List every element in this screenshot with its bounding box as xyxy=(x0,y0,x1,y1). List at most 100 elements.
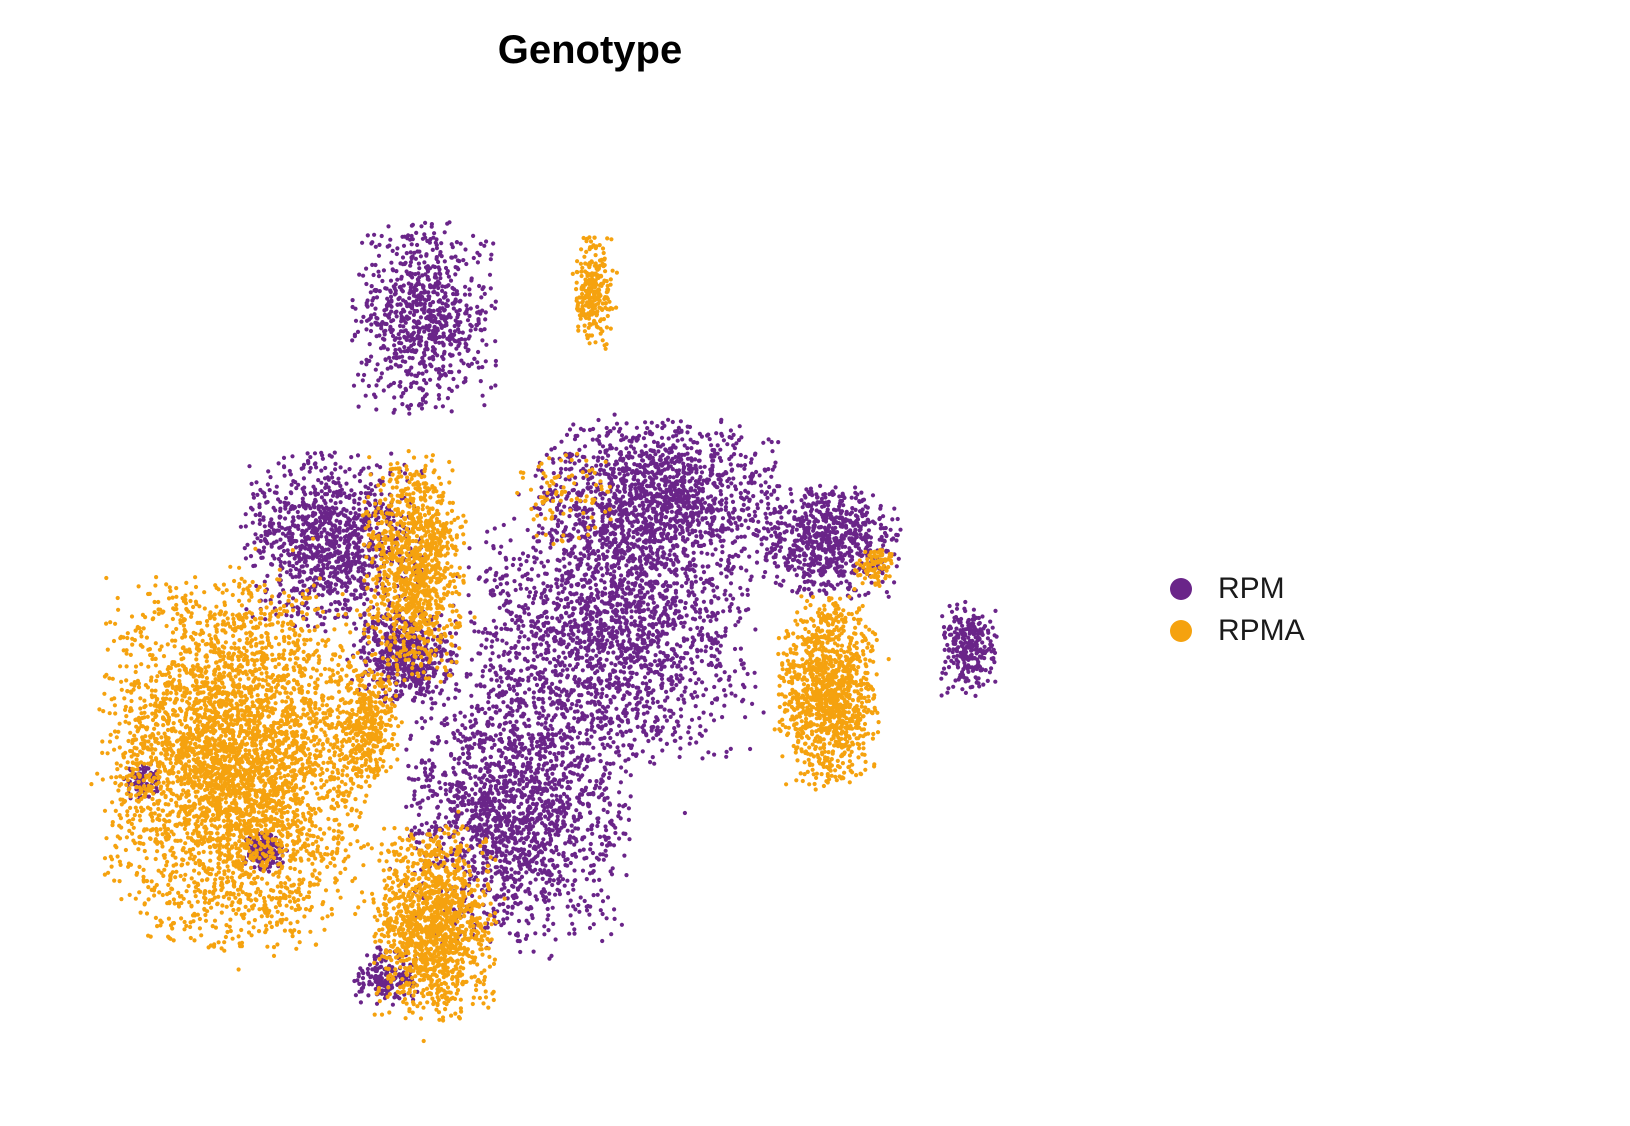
data-point-rpm xyxy=(351,540,356,545)
data-point-rpm xyxy=(751,494,756,499)
data-point-rpm xyxy=(465,307,470,312)
data-point-rpm xyxy=(566,722,571,727)
data-point-rpm xyxy=(429,706,434,711)
data-point-rpm xyxy=(586,648,591,653)
data-point-rpm xyxy=(722,688,727,693)
data-point-rpm xyxy=(408,384,413,389)
data-point-rpm xyxy=(445,396,450,401)
data-point-rpm xyxy=(602,716,607,721)
data-point-rpm xyxy=(449,753,454,758)
data-point-rpm xyxy=(617,810,622,815)
data-point-rpm xyxy=(415,242,420,248)
data-point-rpm xyxy=(531,949,536,954)
data-point-rpm xyxy=(503,555,508,561)
data-point-rpm xyxy=(568,619,573,624)
data-point-rpm xyxy=(538,628,543,633)
data-point-rpm xyxy=(507,658,512,663)
data-point-rpm xyxy=(364,327,369,332)
data-point-rpm xyxy=(435,805,440,810)
data-point-rpm xyxy=(395,277,400,282)
data-point-rpm xyxy=(512,579,517,584)
data-point-rpm xyxy=(535,671,540,676)
data-point-rpm xyxy=(529,839,534,844)
data-point-rpm xyxy=(369,322,374,327)
data-point-rpm xyxy=(539,560,544,565)
data-point-rpm xyxy=(631,587,636,592)
data-point-rpm xyxy=(435,741,440,746)
data-point-rpm xyxy=(514,655,519,660)
data-point-rpm xyxy=(265,541,270,546)
data-point-rpm xyxy=(466,593,471,598)
data-point-rpm xyxy=(357,507,362,512)
data-point-rpm xyxy=(622,676,628,681)
data-point-rpm xyxy=(380,278,385,284)
data-point-rpm xyxy=(550,771,555,776)
data-point-rpm xyxy=(635,707,640,712)
data-point-rpm xyxy=(722,592,727,597)
data-point-rpm xyxy=(373,262,378,268)
data-point-rpm xyxy=(580,655,585,660)
data-point-rpm xyxy=(549,584,554,589)
data-point-rpm xyxy=(396,332,401,337)
data-point-rpm xyxy=(439,241,444,246)
data-point-rpm xyxy=(660,611,666,616)
data-point-rpm xyxy=(607,771,612,776)
data-point-rpm xyxy=(320,571,326,576)
data-point-rpm xyxy=(583,785,589,790)
data-point-rpm xyxy=(492,306,498,311)
data-point-rpm xyxy=(243,512,248,517)
data-point-rpm xyxy=(599,664,604,670)
data-point-rpm xyxy=(740,682,746,687)
data-point-rpm xyxy=(388,359,393,364)
data-point-rpm xyxy=(668,714,673,720)
data-point-rpm xyxy=(511,556,516,562)
data-point-rpm xyxy=(567,561,572,566)
data-point-rpm xyxy=(701,599,707,604)
data-point-rpm xyxy=(347,608,352,613)
data-point-rpm xyxy=(535,654,540,659)
data-point-rpm xyxy=(679,714,684,719)
data-point-rpm xyxy=(501,921,506,926)
data-point-rpm xyxy=(482,291,487,296)
data-point-rpm xyxy=(641,616,646,621)
data-point-rpm xyxy=(631,601,636,606)
data-point-rpm xyxy=(728,581,734,586)
data-point-rpm xyxy=(516,698,521,703)
data-point-rpm xyxy=(608,735,613,741)
data-point-rpm xyxy=(326,512,331,517)
data-point-rpm xyxy=(528,880,533,885)
data-point-rpm xyxy=(670,664,675,669)
data-point-rpm xyxy=(401,391,406,396)
data-point-rpm xyxy=(448,328,453,333)
data-point-rpm xyxy=(482,243,487,248)
data-point-rpm xyxy=(571,887,576,892)
data-point-rpm xyxy=(383,328,388,333)
data-point-rpm xyxy=(587,597,592,602)
data-point-rpm xyxy=(424,778,429,783)
data-point-rpm xyxy=(336,480,341,485)
data-point-rpm xyxy=(630,581,635,586)
data-point-rpm xyxy=(536,721,541,726)
data-point-rpm xyxy=(563,571,569,576)
data-point-rpm xyxy=(492,578,497,583)
data-point-rpm xyxy=(554,685,559,691)
data-point-rpm xyxy=(610,822,615,827)
data-point-rpm xyxy=(373,287,378,293)
data-point-rpm xyxy=(532,624,537,630)
data-point-rpm xyxy=(476,629,481,634)
data-point-rpm xyxy=(431,235,436,240)
data-point-rpm xyxy=(397,340,402,345)
data-point-rpm xyxy=(693,670,698,675)
data-point-rpm xyxy=(683,571,688,576)
data-point-rpm xyxy=(503,745,508,750)
data-point-rpm xyxy=(583,615,589,621)
data-point-rpm xyxy=(571,526,576,531)
data-point-rpm xyxy=(562,663,567,668)
data-point-rpm xyxy=(582,605,587,610)
data-point-rpm xyxy=(245,542,250,547)
data-point-rpm xyxy=(676,723,681,728)
data-point-rpm xyxy=(594,687,599,693)
data-point-rpm xyxy=(435,735,440,740)
data-point-rpm xyxy=(711,588,716,593)
data-point-rpm xyxy=(410,356,415,361)
